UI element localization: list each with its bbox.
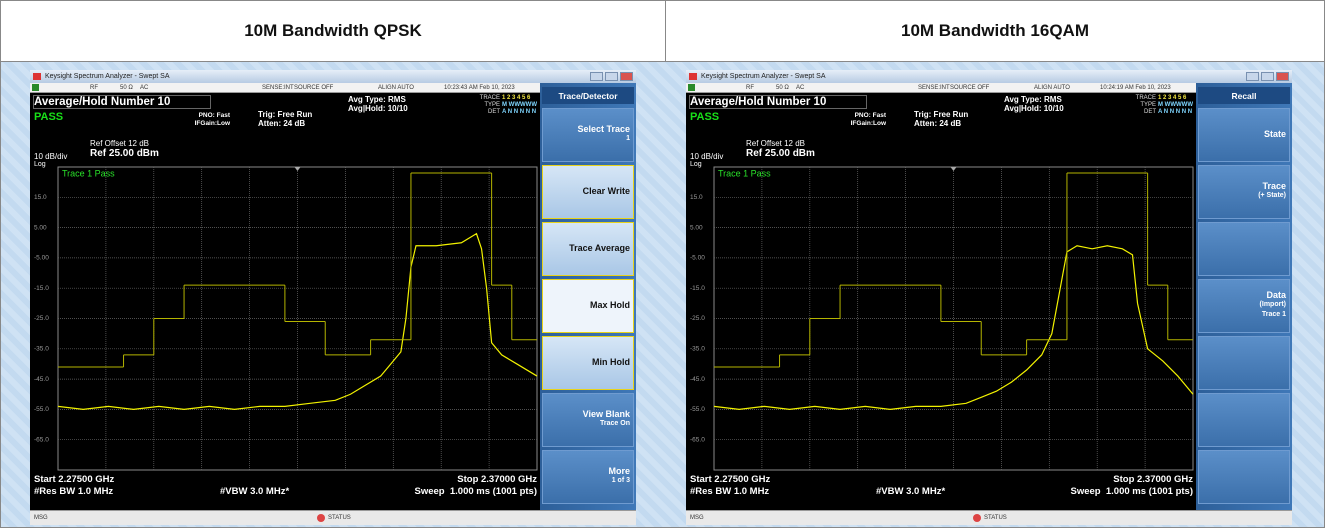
softkey-label[interactable]: Trace Average xyxy=(569,244,630,253)
window-button xyxy=(1246,72,1259,81)
softkey[interactable] xyxy=(1198,336,1290,390)
y-tick-label: -35.0 xyxy=(690,346,705,353)
footer-text: #Res BW 1.0 MHz xyxy=(690,487,769,497)
spectrum-plot: 15.0 5.00 -5.00 -15.0 -25.0 -35.0 -45.0 -55.0 -6… xyxy=(30,70,540,510)
footer-text: #VBW 3.0 MHz* xyxy=(220,487,289,497)
status-label: STATUS xyxy=(984,515,1007,521)
menu-title: Recall xyxy=(1196,92,1292,101)
window-button xyxy=(620,72,633,81)
softkey-sub[interactable]: Trace On xyxy=(600,420,630,427)
footer-text: Stop 2.37000 GHz xyxy=(457,475,537,485)
softkey-label[interactable]: Max Hold xyxy=(590,301,630,310)
y-tick-label: -45.0 xyxy=(690,376,705,383)
footer-text: #Res BW 1.0 MHz xyxy=(34,487,113,497)
softkey[interactable] xyxy=(1198,450,1290,504)
footer-text: #VBW 3.0 MHz* xyxy=(876,487,945,497)
y-tick-label: -65.0 xyxy=(690,436,705,443)
trace-label: Trace 1 Pass xyxy=(62,168,115,178)
center-marker xyxy=(951,167,957,171)
status-label: STATUS xyxy=(328,515,351,521)
softkey-sub[interactable]: 1 xyxy=(626,135,630,142)
softkey[interactable] xyxy=(542,108,634,162)
softkey[interactable] xyxy=(1198,222,1290,276)
y-tick-label: 5.00 xyxy=(690,224,703,231)
menu-title: Trace/Detector xyxy=(540,92,636,101)
status-message: MSG xyxy=(690,515,704,521)
footer-text: Sweep 1.000 ms (1001 pts) xyxy=(1070,487,1193,497)
y-tick-label: -35.0 xyxy=(34,346,49,353)
window-button xyxy=(1276,72,1289,81)
softkey-menu: Recall State Trace(+ State) Data(Import) Tra… xyxy=(1196,83,1292,510)
y-tick-label: -55.0 xyxy=(690,406,705,413)
plot-frame xyxy=(58,167,537,470)
window-button xyxy=(1261,72,1274,81)
y-tick-label: 15.0 xyxy=(34,194,47,201)
spectrum-plot: 15.0 5.00 -5.00 -15.0 -25.0 -35.0 -45.0 -55.0 -6… xyxy=(686,70,1196,510)
status-bar: MSG STATUS xyxy=(686,510,1292,525)
softkey[interactable] xyxy=(1198,393,1290,447)
y-tick-label: -45.0 xyxy=(34,376,49,383)
header-cell: 10M Bandwidth QPSK xyxy=(1,1,666,62)
status-message: MSG xyxy=(34,515,48,521)
window-button xyxy=(605,72,618,81)
footer-text: Start 2.27500 GHz xyxy=(34,475,114,485)
softkey-label[interactable]: View Blank xyxy=(583,410,630,419)
softkey-label[interactable]: Min Hold xyxy=(592,358,630,367)
y-tick-label: -65.0 xyxy=(34,436,49,443)
softkey-sub[interactable]: (Import) xyxy=(1260,301,1286,308)
softkey-sub[interactable]: 1 of 3 xyxy=(612,477,630,484)
y-tick-label: -15.0 xyxy=(34,285,49,292)
softkey-label[interactable]: Select Trace xyxy=(577,125,630,134)
y-tick-label: -25.0 xyxy=(34,315,49,322)
y-tick-label: 5.00 xyxy=(34,224,47,231)
softkey-sub[interactable]: (+ State) xyxy=(1258,192,1286,199)
y-tick-label: -55.0 xyxy=(34,406,49,413)
softkey-label[interactable]: Clear Write xyxy=(583,187,630,196)
plot-frame xyxy=(714,167,1193,470)
trace-label: Trace 1 Pass xyxy=(718,168,771,178)
softkey-label[interactable]: More xyxy=(608,467,630,476)
y-tick-label: 15.0 xyxy=(690,194,703,201)
y-tick-label: -15.0 xyxy=(690,285,705,292)
status-icon xyxy=(973,514,981,522)
status-bar: MSG STATUS xyxy=(30,510,636,525)
softkey-label[interactable]: Trace xyxy=(1262,182,1286,191)
header-cell: 10M Bandwidth 16QAM xyxy=(666,1,1324,62)
softkey-label[interactable]: State xyxy=(1264,130,1286,139)
footer-text: Start 2.27500 GHz xyxy=(690,475,770,485)
y-tick-label: -25.0 xyxy=(690,315,705,322)
status-icon xyxy=(317,514,325,522)
y-tick-label: -5.00 xyxy=(690,255,705,262)
window-button xyxy=(590,72,603,81)
y-tick-label: -5.00 xyxy=(34,255,49,262)
footer-text: Sweep 1.000 ms (1001 pts) xyxy=(414,487,537,497)
center-marker xyxy=(295,167,301,171)
footer-text: Stop 2.37000 GHz xyxy=(1113,475,1193,485)
softkey-label[interactable]: Data xyxy=(1266,291,1286,300)
softkey-sub[interactable]: Trace 1 xyxy=(1262,311,1286,318)
